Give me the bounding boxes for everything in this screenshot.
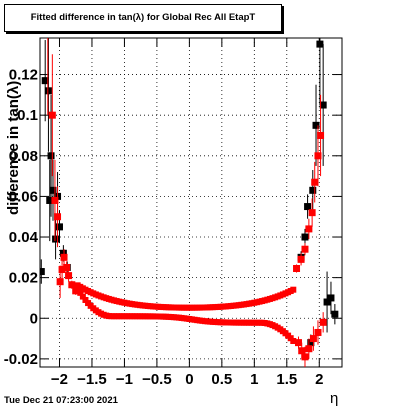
y-tick-label-7: 0.12 bbox=[9, 67, 38, 84]
series-1-point-18 bbox=[317, 131, 325, 139]
x-tick-label-1: −1.5 bbox=[77, 371, 107, 388]
band-1-point-2 bbox=[79, 293, 86, 300]
series-1-point-25 bbox=[319, 318, 327, 326]
series-0-point-15 bbox=[309, 186, 317, 194]
band-1-point-3 bbox=[82, 296, 89, 303]
series-0-point-1 bbox=[41, 77, 49, 85]
series-1-point-24 bbox=[314, 328, 322, 336]
series-1-point-21 bbox=[301, 353, 309, 361]
series-1-point-8 bbox=[65, 272, 73, 280]
series-1-point-17 bbox=[314, 152, 322, 160]
series-0-point-13 bbox=[304, 203, 312, 211]
series-0-point-8 bbox=[55, 223, 63, 231]
series-1-point-4 bbox=[56, 278, 64, 286]
band-1-point-1 bbox=[77, 289, 84, 296]
series-0-point-16 bbox=[312, 121, 320, 129]
series-1-point-3 bbox=[54, 213, 62, 221]
series-0-point-5 bbox=[49, 186, 57, 194]
series-0-point-20 bbox=[327, 294, 335, 302]
y-tick-label-0: -0.02 bbox=[4, 351, 38, 368]
series-1-point-7 bbox=[63, 263, 71, 271]
chart-title: Fitted difference in tan(λ) for Global R… bbox=[30, 12, 256, 23]
y-tick-label-3: 0.04 bbox=[9, 229, 39, 246]
x-tick-label-2: −1 bbox=[116, 371, 133, 388]
series-0-point-21 bbox=[331, 310, 339, 318]
series-0-point-17 bbox=[316, 40, 324, 48]
series-1-point-6 bbox=[60, 253, 68, 261]
series-1-point-2 bbox=[51, 196, 59, 204]
x-tick-label-5: 0.5 bbox=[211, 371, 232, 388]
series-0-point-0 bbox=[40, 268, 45, 276]
series-0-point-12 bbox=[301, 233, 309, 241]
plot-frame bbox=[39, 37, 343, 368]
band-0-point-83 bbox=[290, 286, 297, 293]
series-0-point-9 bbox=[59, 249, 67, 257]
series-1-point-23 bbox=[309, 335, 317, 343]
series-0-point-18 bbox=[319, 101, 327, 109]
series-1-point-9 bbox=[68, 281, 76, 289]
series-1-point-13 bbox=[301, 245, 309, 253]
series-0-point-2 bbox=[44, 87, 52, 95]
x-axis-label: η bbox=[330, 390, 339, 407]
y-tick-label-4: 0.06 bbox=[9, 188, 38, 205]
band-1-point-83 bbox=[290, 338, 297, 345]
x-tick-label-6: 1 bbox=[250, 371, 258, 388]
y-tick-label-2: 0.02 bbox=[9, 270, 38, 287]
series-1-point-11 bbox=[293, 265, 301, 273]
series-1-point-15 bbox=[308, 209, 316, 217]
series-1-point-20 bbox=[298, 347, 306, 355]
series-0-point-4 bbox=[47, 152, 55, 160]
series-1-point-19 bbox=[294, 339, 302, 347]
series-1-point-12 bbox=[297, 255, 305, 263]
y-tick-label-1: 0 bbox=[30, 310, 38, 327]
x-tick-label-7: 1.5 bbox=[276, 371, 297, 388]
series-0-point-19 bbox=[323, 298, 331, 306]
x-tick-label-4: 0 bbox=[185, 371, 193, 388]
series-1-point-1 bbox=[48, 111, 56, 119]
series-1-point-22 bbox=[305, 345, 313, 353]
chart-title-box: Fitted difference in tan(λ) for Global R… bbox=[4, 4, 282, 32]
series-1-point-10 bbox=[72, 287, 80, 295]
x-tick-label-8: 2 bbox=[315, 371, 323, 388]
series-0-point-14 bbox=[307, 339, 315, 347]
x-tick-label-0: −2 bbox=[51, 371, 68, 388]
series-1-point-5 bbox=[58, 266, 66, 274]
series-1-point-14 bbox=[305, 225, 313, 233]
plot-area bbox=[40, 38, 339, 367]
series-1-point-16 bbox=[311, 178, 319, 186]
y-axis-label: difference in tan(λ) bbox=[5, 80, 22, 215]
series-0-point-6 bbox=[52, 235, 60, 243]
series-0-point-3 bbox=[46, 196, 54, 204]
y-tick-label-5: 0.08 bbox=[9, 148, 38, 165]
x-tick-label-3: −0.5 bbox=[142, 371, 172, 388]
footer-timestamp: Tue Dec 21 07:23:00 2021 bbox=[4, 395, 118, 406]
y-tick-label-6: 0.1 bbox=[17, 107, 38, 124]
